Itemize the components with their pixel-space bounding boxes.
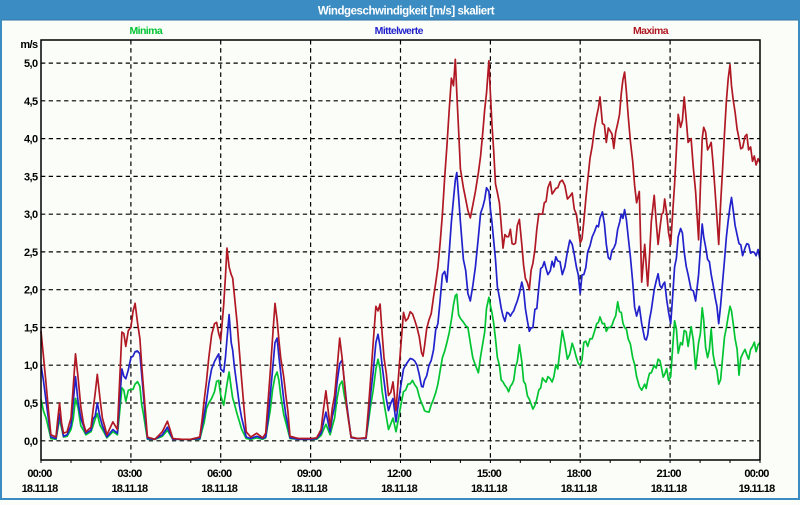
svg-text:Windgeschwindigkeit [m/s] skal: Windgeschwindigkeit [m/s] skaliert	[318, 6, 495, 18]
svg-text:2,5: 2,5	[24, 247, 38, 259]
svg-text:Minima: Minima	[130, 25, 163, 37]
svg-text:4,5: 4,5	[24, 96, 38, 108]
svg-text:18.11.18: 18.11.18	[22, 483, 58, 495]
svg-text:18.11.18: 18.11.18	[291, 483, 327, 495]
svg-text:2,0: 2,0	[24, 285, 38, 297]
svg-text:5,0: 5,0	[24, 58, 38, 70]
svg-text:0,5: 0,5	[24, 398, 38, 410]
svg-text:1,0: 1,0	[24, 360, 38, 372]
svg-text:18.11.18: 18.11.18	[561, 483, 597, 495]
svg-text:00:00: 00:00	[27, 468, 52, 480]
svg-text:1,5: 1,5	[24, 323, 38, 335]
svg-text:18.11.18: 18.11.18	[471, 483, 507, 495]
svg-text:18.11.18: 18.11.18	[111, 483, 147, 495]
svg-text:03:00: 03:00	[117, 468, 142, 480]
svg-text:00:00: 00:00	[744, 468, 769, 480]
svg-text:Mittelwerte: Mittelwerte	[375, 25, 424, 37]
svg-text:06:00: 06:00	[207, 468, 232, 480]
svg-text:0,0: 0,0	[24, 436, 38, 448]
svg-text:12:00: 12:00	[387, 468, 412, 480]
svg-text:18.11.18: 18.11.18	[201, 483, 237, 495]
svg-text:3,5: 3,5	[24, 171, 38, 183]
svg-text:Maxima: Maxima	[633, 25, 669, 37]
svg-text:15:00: 15:00	[477, 468, 502, 480]
svg-text:4,0: 4,0	[24, 134, 38, 146]
svg-text:21:00: 21:00	[657, 468, 682, 480]
svg-text:m/s: m/s	[20, 39, 38, 51]
svg-text:3,0: 3,0	[24, 209, 38, 221]
svg-text:18:00: 18:00	[567, 468, 592, 480]
svg-text:18.11.18: 18.11.18	[381, 483, 417, 495]
svg-text:19.11.18: 19.11.18	[739, 483, 775, 495]
svg-text:18.11.18: 18.11.18	[651, 483, 687, 495]
svg-text:09:00: 09:00	[297, 468, 322, 480]
